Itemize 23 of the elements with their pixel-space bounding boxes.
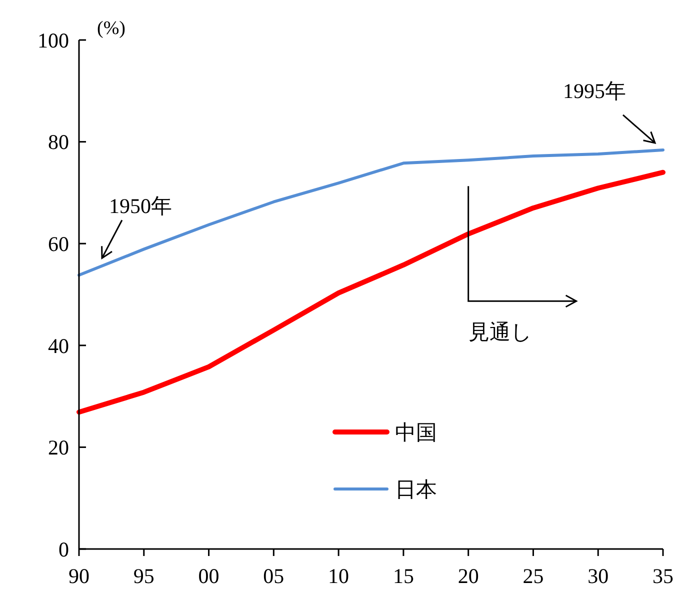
x-tick-label: 20 (458, 564, 479, 588)
y-tick-label: 60 (48, 232, 69, 256)
y-tick-label: 0 (58, 537, 69, 562)
y-tick-label: 100 (38, 28, 69, 52)
x-tick-label: 25 (522, 564, 544, 588)
line-series (78, 148, 664, 277)
annotation: 見通し (468, 320, 532, 344)
x-tick-label: 95 (133, 564, 154, 588)
y-tick-label: 80 (48, 130, 69, 154)
legend-label: 中国 (395, 420, 437, 444)
annotation: 1995年 (563, 78, 626, 103)
x-tick-label: 05 (263, 564, 284, 588)
x-tick-label: 10 (328, 564, 350, 588)
x-tick-label: 15 (392, 564, 414, 588)
x-tick-label: 35 (652, 564, 674, 588)
y-axis-title: (%) (97, 18, 126, 39)
x-tick-label: 90 (68, 564, 90, 588)
annotation: 1950年 (109, 194, 172, 218)
legend-label: 日本 (395, 477, 437, 502)
y-tick-label: 20 (48, 436, 69, 460)
y-tick-label: 40 (48, 334, 69, 358)
x-tick-label: 30 (588, 564, 609, 588)
x-tick-label: 00 (198, 564, 220, 588)
